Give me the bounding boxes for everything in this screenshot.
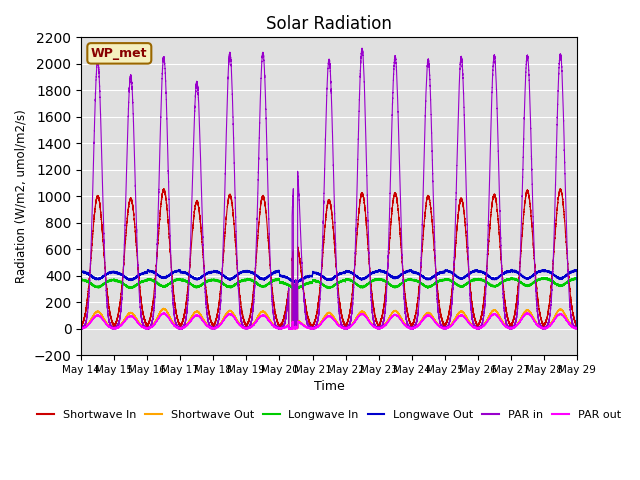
Text: WP_met: WP_met xyxy=(91,47,148,60)
Y-axis label: Radiation (W/m2, umol/m2/s): Radiation (W/m2, umol/m2/s) xyxy=(15,109,28,283)
X-axis label: Time: Time xyxy=(314,381,344,394)
Title: Solar Radiation: Solar Radiation xyxy=(266,15,392,33)
Legend: Shortwave In, Shortwave Out, Longwave In, Longwave Out, PAR in, PAR out: Shortwave In, Shortwave Out, Longwave In… xyxy=(33,405,625,424)
